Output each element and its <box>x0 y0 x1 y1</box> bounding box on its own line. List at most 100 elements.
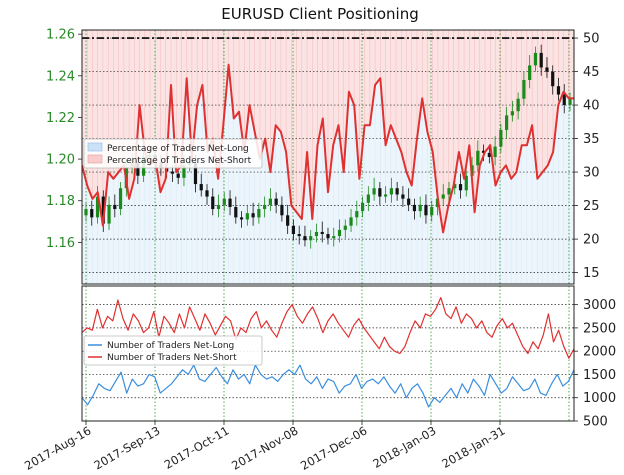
candle <box>234 196 238 224</box>
candle <box>458 173 463 199</box>
candle <box>239 211 244 228</box>
left-tick-label: 1.20 <box>46 153 75 168</box>
candle <box>118 181 123 216</box>
net-short-count-line <box>82 297 574 359</box>
candle <box>476 140 480 172</box>
candle <box>533 46 538 72</box>
candle <box>320 221 324 243</box>
candle <box>326 227 330 245</box>
candle <box>556 77 561 101</box>
candle <box>407 188 411 212</box>
legend-net-long-count-label: Number of Traders Net-Long <box>107 341 234 351</box>
right-tick-label: 50 <box>583 32 600 47</box>
candle <box>263 196 267 218</box>
candle <box>309 229 313 249</box>
left-tick-label: 1.16 <box>46 236 75 251</box>
candle <box>291 219 296 241</box>
x-tick-label: 2018-Jan-03 <box>370 423 438 470</box>
count-tick-label: 500 <box>583 415 608 430</box>
candle <box>522 71 526 105</box>
candle <box>199 173 203 197</box>
count-tick-label: 1000 <box>583 391 616 406</box>
candle <box>113 194 117 218</box>
left-tick-label: 1.26 <box>46 28 75 43</box>
candle <box>245 204 249 226</box>
net-short-pct-line <box>82 63 574 234</box>
x-tick-label: 2017-Nov-08 <box>229 423 300 472</box>
candle <box>516 92 520 120</box>
candle <box>499 123 503 153</box>
candle <box>412 198 417 220</box>
candle <box>562 84 566 114</box>
candle <box>343 219 347 239</box>
right-tick-label: 20 <box>583 233 600 248</box>
candle <box>257 202 261 224</box>
left-tick-label: 1.24 <box>46 69 75 84</box>
candle <box>90 200 94 226</box>
candle <box>205 184 209 205</box>
legend-net-short-label: Percentage of Traders Net-Short <box>107 156 252 166</box>
candle <box>355 200 359 226</box>
candle <box>430 200 434 222</box>
candle <box>528 54 532 89</box>
candle <box>539 44 543 76</box>
candle <box>251 202 255 226</box>
candle <box>360 196 365 218</box>
net-long-count-line <box>82 364 574 408</box>
count-tick-label: 2500 <box>583 321 616 336</box>
candle <box>510 100 514 122</box>
chart-title: EURUSD Client Positioning <box>221 5 419 23</box>
candle <box>389 177 393 203</box>
candle <box>464 169 468 197</box>
candle <box>211 188 215 216</box>
positioning-legend: Percentage of Traders Net-Long Percentag… <box>83 138 263 169</box>
candle <box>280 196 284 222</box>
right-tick-label: 45 <box>583 65 600 80</box>
legend-net-short-swatch <box>87 154 103 164</box>
candle <box>337 219 342 243</box>
legend-net-long-label: Percentage of Traders Net-Long <box>107 144 249 154</box>
candle <box>286 204 290 235</box>
x-tick-label: 2018-Jan-31 <box>439 423 507 470</box>
candle <box>395 181 399 201</box>
candle <box>314 223 319 243</box>
candle <box>372 177 376 201</box>
positioning-panel-frame <box>81 29 575 285</box>
candle <box>297 225 301 245</box>
right-tick-label: 40 <box>583 99 600 114</box>
candle <box>332 227 336 247</box>
candle <box>545 57 549 78</box>
positioning-panel: 1.16 1.18 1.20 1.22 1.24 1.26 15 20 25 30 35 40 45 5… <box>46 28 600 285</box>
count-tick-label: 1500 <box>583 368 616 383</box>
candle <box>505 107 509 139</box>
trader-count-panel: 500 1000 1500 2000 2500 3000 Number of Trader… <box>22 285 616 473</box>
x-tick-label: 2017-Aug-16 <box>22 423 93 472</box>
candle <box>228 190 232 216</box>
x-tick-label: 2017-Dec-06 <box>298 423 369 472</box>
candle <box>84 202 88 222</box>
trader-count-legend: Number of Traders Net-Long Number of Tra… <box>83 335 263 366</box>
candle <box>441 184 445 205</box>
right-tick-label: 25 <box>583 199 600 214</box>
right-tick-label: 15 <box>583 266 600 281</box>
candle <box>274 192 278 214</box>
right-tick-label: 30 <box>583 166 600 181</box>
count-tick-label: 3000 <box>583 298 616 313</box>
trader-count-panel-frame <box>81 285 575 422</box>
candle <box>401 186 405 207</box>
candle <box>568 92 572 112</box>
candle <box>222 192 226 212</box>
candle <box>268 188 272 212</box>
candle <box>384 186 388 203</box>
x-tick-label: 2017-Oct-11 <box>162 423 232 471</box>
left-tick-label: 1.18 <box>46 194 75 209</box>
count-tick-label: 2000 <box>583 345 616 360</box>
right-tick-label: 35 <box>583 132 600 147</box>
candle <box>418 196 422 218</box>
candle <box>378 181 382 205</box>
left-tick-label: 1.22 <box>46 111 75 126</box>
legend-net-short-count-label: Number of Traders Net-Short <box>107 353 237 363</box>
candle <box>216 194 221 218</box>
candle <box>303 225 307 247</box>
